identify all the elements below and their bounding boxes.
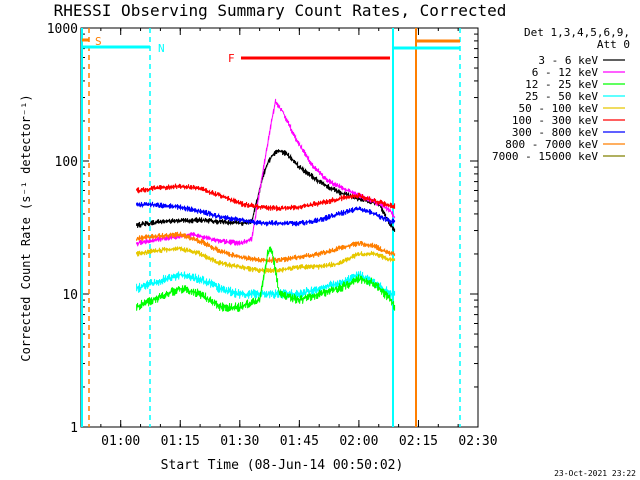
chart-title: RHESSI Observing Summary Count Rates, Co… (54, 1, 507, 20)
legend-label: 50 - 100 keV (519, 102, 599, 115)
x-tick-label: 02:00 (339, 434, 378, 449)
legend-title: Det 1,3,4,5,6,9, (524, 26, 630, 39)
x-tick-label: 01:30 (220, 434, 259, 449)
y-tick-label: 1000 (47, 22, 78, 37)
y-tick-label: 1 (70, 421, 78, 436)
legend-label: 100 - 300 keV (512, 114, 598, 127)
x-axis-label: Start Time (08-Jun-14 00:50:02) (161, 458, 404, 473)
marker-label-flare: F (228, 52, 235, 65)
legend-label: 7000 - 15000 keV (492, 150, 598, 163)
plot-area: 01:00 01:15 01:30 01:45 02:00 02:15 02:30 1 10 10… (47, 22, 498, 449)
marker-label-night: N (158, 42, 165, 55)
series-line-12-25-kev (136, 246, 396, 312)
y-tick-label: 10 (62, 288, 78, 303)
series-line-300-800-kev (136, 201, 396, 227)
legend-title: Att 0 (597, 38, 630, 51)
series-line-800-7000-kev (136, 231, 396, 264)
x-tick-label: 02:15 (399, 434, 438, 449)
x-tick-label: 01:00 (101, 434, 140, 449)
legend-label: 25 - 50 keV (525, 90, 598, 103)
x-tick-label: 02:30 (458, 434, 497, 449)
legend-label: 6 - 12 keV (532, 66, 599, 79)
legend-label: 300 - 800 keV (512, 126, 598, 139)
series-line-50-100-kev (136, 246, 396, 274)
marker-label-saa: S (95, 35, 102, 48)
x-tick-label: 01:15 (161, 434, 200, 449)
footer-date: 23-Oct-2021 23:22 (554, 469, 636, 478)
y-axis-label: Corrected Count Rate (s⁻¹ detector⁻¹) (19, 94, 33, 361)
series-line-100-300-kev (136, 183, 396, 212)
series-line-6-12-kev (136, 98, 396, 247)
y-tick-label: 100 (55, 155, 78, 170)
legend-label: 3 - 6 keV (538, 54, 598, 67)
legend-label: 800 - 7000 keV (505, 138, 598, 151)
legend-label: 12 - 25 keV (525, 78, 598, 91)
x-tick-label: 01:45 (280, 434, 319, 449)
